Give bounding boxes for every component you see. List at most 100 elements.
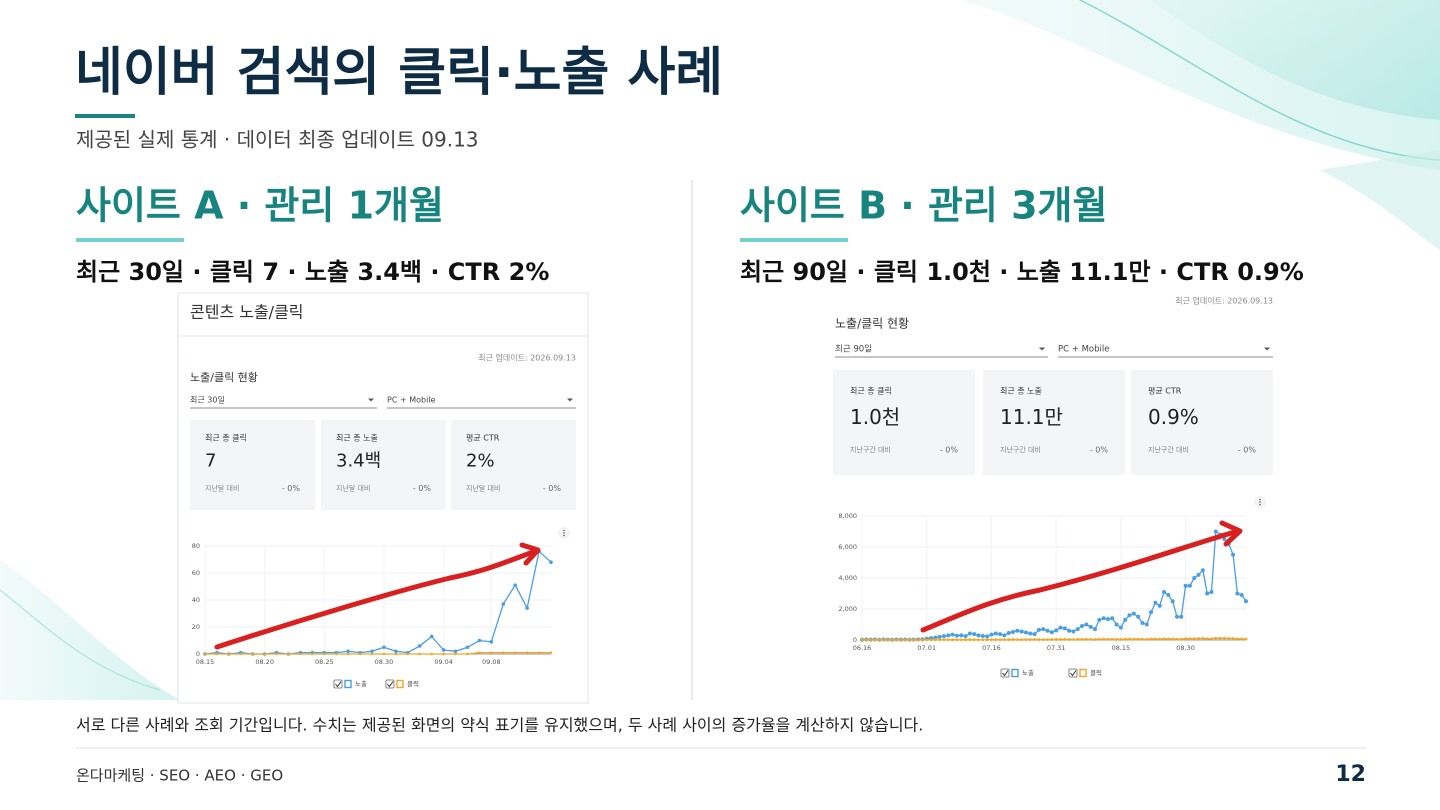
data-point: [1188, 637, 1192, 641]
data-point: [501, 602, 506, 606]
dropdown-value: PC + Mobile: [387, 396, 436, 405]
data-point: [334, 652, 338, 656]
y-tick-label: 80: [192, 542, 200, 550]
data-point: [946, 638, 950, 642]
data-point: [1218, 636, 1222, 640]
data-point: [1092, 627, 1097, 632]
data-point: [1201, 637, 1205, 640]
card-value: 3.4백: [336, 450, 381, 471]
data-point: [489, 640, 494, 644]
data-point: [1063, 637, 1067, 641]
dropdown-caret: [1039, 347, 1045, 351]
data-point: [417, 644, 422, 648]
data-point: [1223, 636, 1226, 640]
data-point: [950, 632, 955, 637]
data-point: [1162, 637, 1166, 641]
x-tick-label: 09.04: [434, 658, 453, 666]
data-point: [964, 638, 967, 642]
footer-brand: 온다마케팅 · SEO · AEO · GEO: [76, 767, 283, 785]
data-point: [1110, 616, 1115, 621]
data-point: [1136, 637, 1140, 641]
background-decor: [0, 0, 1440, 700]
data-point: [1076, 638, 1080, 641]
card-compare: 지난구간 대비: [1000, 445, 1041, 454]
data-point: [406, 652, 410, 656]
data-point: [959, 633, 964, 638]
data-point: [1244, 637, 1248, 641]
data-point: [1210, 637, 1213, 641]
data-point: [1239, 593, 1244, 598]
legend-label: 노출: [1022, 668, 1034, 677]
legend-checkbox: [1000, 668, 1010, 678]
legend-label: 클릭: [407, 680, 419, 688]
card-compare: 지난구간 대비: [1148, 445, 1189, 454]
legend-check: [1002, 670, 1009, 677]
x-tick-label: 08.15: [1112, 644, 1131, 652]
dropdown-value: PC + Mobile: [1058, 345, 1109, 355]
menu-dot: [1259, 498, 1261, 501]
data-point: [1080, 624, 1085, 629]
data-point: [980, 633, 985, 638]
data-point: [537, 651, 541, 654]
data-point: [525, 651, 529, 654]
data-point: [549, 651, 553, 654]
card-label: 평균 CTR: [466, 433, 500, 443]
data-point: [895, 638, 898, 642]
data-point: [989, 632, 994, 637]
card-value: 11.1만: [1000, 405, 1063, 429]
data-point: [525, 606, 529, 610]
data-point: [1175, 637, 1179, 641]
data-point: [1089, 637, 1093, 641]
case-heading: 사이트 A · 관리 1개월: [76, 184, 444, 228]
data-point: [946, 633, 951, 638]
data-point: [418, 652, 422, 656]
data-point: [1028, 638, 1032, 641]
stat-card: [833, 370, 975, 475]
card-compare: 지난달 대비: [336, 483, 370, 492]
menu-dot: [563, 529, 565, 532]
data-point: [1149, 637, 1153, 641]
menu-dot: [1259, 501, 1261, 503]
data-point: [864, 638, 868, 642]
data-point: [1235, 591, 1240, 596]
data-point: [1214, 636, 1218, 640]
data-point: [1097, 637, 1101, 641]
y-tick-label: 2,000: [838, 605, 857, 613]
data-point: [1119, 637, 1123, 641]
data-point: [972, 632, 977, 637]
data-point: [967, 631, 972, 636]
x-tick-label: 08.20: [255, 658, 274, 666]
data-point: [1123, 617, 1128, 622]
data-point: [1084, 622, 1089, 627]
data-point: [899, 638, 903, 642]
data-point: [1123, 637, 1127, 641]
data-point: [430, 652, 433, 656]
x-tick-label: 08.30: [1176, 644, 1195, 652]
heading-underline: [76, 238, 184, 242]
data-point: [860, 638, 864, 642]
data-point: [263, 652, 266, 656]
dropdown-caret: [368, 398, 374, 402]
legend-swatch: [1011, 668, 1019, 678]
card-label: 최근 총 클릭: [205, 433, 247, 443]
data-point: [442, 652, 445, 656]
data-point: [1020, 638, 1024, 642]
data-point: [1158, 637, 1162, 641]
data-point: [1153, 600, 1158, 605]
data-point: [1067, 628, 1072, 633]
data-point: [1002, 633, 1007, 638]
data-point: [1171, 637, 1175, 641]
data-point: [951, 638, 955, 642]
data-point: [1174, 614, 1179, 619]
data-point: [1140, 620, 1145, 625]
data-point: [1184, 637, 1187, 641]
data-point: [311, 652, 314, 656]
x-tick-label: 07.16: [982, 644, 1001, 652]
data-point: [251, 652, 254, 656]
data-point: [998, 632, 1003, 637]
dropdown-caret: [1264, 347, 1270, 351]
y-tick-label: 0: [196, 650, 200, 658]
card-change: - 0%: [940, 445, 959, 454]
data-point: [1007, 638, 1011, 641]
